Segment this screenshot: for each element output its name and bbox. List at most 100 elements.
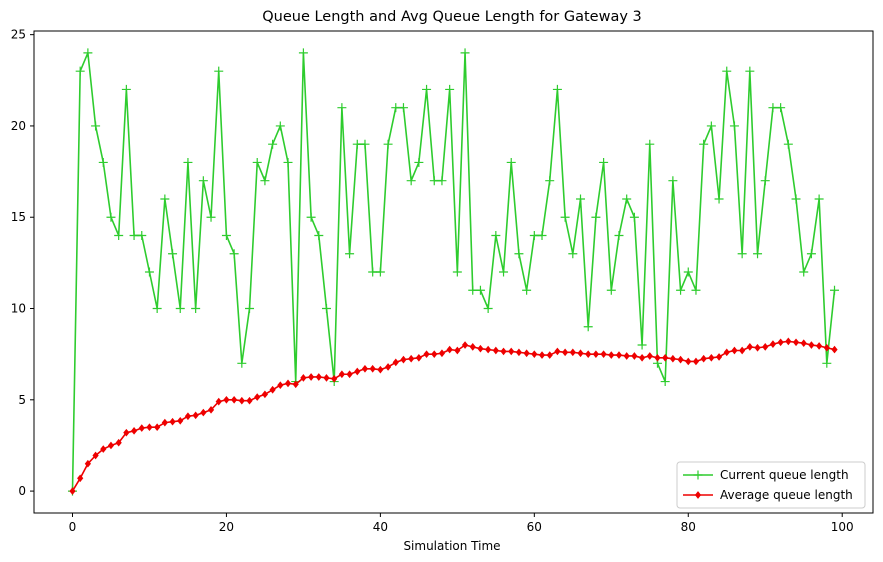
current-queue-point [568,249,578,259]
average-queue-point [77,474,84,483]
legend-label-current-queue: Current queue length [720,468,849,482]
average-queue-point [261,390,269,399]
current-queue-point [152,304,162,314]
y-axis: 0 5 10 15 20 25 [11,28,34,498]
average-queue-point [408,354,415,363]
average-queue-point [177,416,184,425]
current-queue-point [806,249,816,259]
average-queue-point [215,397,222,406]
chart-title: Queue Length and Avg Queue Length for Ga… [262,9,642,25]
average-queue-point [331,374,338,383]
current-queue-point [822,358,832,368]
current-queue-point [191,304,201,314]
current-queue-point [375,267,385,277]
average-queue-point [107,441,115,450]
current-queue-point [245,304,255,314]
current-queue-point [560,212,570,222]
current-queue-point [729,121,739,131]
y-tick-label: 5 [18,393,26,407]
current-queue-point [606,285,616,295]
average-queue-point [223,395,230,404]
legend-marker-current-queue [693,470,703,480]
legend-box [676,461,866,509]
average-queue-point [469,343,476,351]
y-tick-label: 10 [11,302,26,316]
current-queue-point [314,230,324,240]
average-queue-point [600,350,607,358]
average-queue-point [754,343,761,352]
current-queue-point [83,48,93,58]
current-queue-point [221,230,231,240]
average-queue-point [485,345,492,354]
current-queue-point [668,176,678,186]
current-queue-point [360,139,370,149]
average-queue-point [546,351,553,359]
average-queue-point [192,411,199,420]
current-queue-point [714,194,724,204]
current-queue-point [422,84,432,94]
current-queue-line [71,52,836,492]
current-queue-point [552,84,562,94]
current-queue-point [791,194,801,204]
current-queue-point [637,340,647,350]
average-queue-point [792,338,800,347]
average-queue-point [92,451,99,460]
average-queue-point [592,350,600,358]
legend-label-average-queue: Average queue length [720,488,853,502]
y-tick-label: 15 [11,210,26,224]
current-queue-point [298,48,308,58]
current-queue-point [106,212,116,222]
x-tick-label: 80 [681,520,696,534]
current-queue-point [537,230,547,240]
average-queue-point [284,379,292,388]
current-queue-point [768,103,778,113]
average-queue-point [515,348,523,357]
average-queue-point [69,487,76,495]
current-queue-point [622,194,632,204]
current-queue-series [67,48,840,496]
x-tick-label: 40 [373,520,388,534]
average-queue-point [254,393,261,401]
average-queue-point [746,343,753,351]
average-queue-point [561,348,569,357]
average-queue-point [477,344,484,353]
average-queue-point [508,347,515,356]
average-queue-point [184,412,192,421]
average-queue-point [431,350,438,358]
current-queue-point [452,267,462,277]
average-queue-point [123,428,130,437]
average-queue-line [71,340,835,492]
current-queue-point [260,176,270,186]
average-queue-point [831,345,838,354]
average-queue-point [100,445,107,453]
average-queue-point [785,337,792,346]
average-queue-point [438,349,446,358]
average-queue-point [615,351,623,359]
current-queue-point [583,322,593,332]
average-queue-point [823,343,830,352]
current-queue-point [114,230,124,240]
average-queue-point [423,350,430,358]
current-queue-point [429,176,439,186]
current-queue-point [706,121,716,131]
current-queue-point [499,267,509,277]
plot-frame [33,30,874,514]
average-queue-point [384,363,392,371]
current-queue-point [98,157,108,167]
current-queue-point [591,212,601,222]
current-queue-point [753,249,763,259]
x-tick-label: 100 [831,520,854,534]
current-queue-point [483,304,493,314]
current-queue-point [445,84,455,94]
current-queue-point [129,230,139,240]
current-queue-point [144,267,154,277]
average-queue-point [585,350,592,358]
average-queue-point [569,348,576,357]
current-queue-point [683,267,693,277]
average-queue-point [646,352,653,360]
average-queue-point [307,373,315,381]
current-queue-point [830,285,840,295]
average-queue-point [377,365,384,374]
current-queue-point [737,249,747,259]
